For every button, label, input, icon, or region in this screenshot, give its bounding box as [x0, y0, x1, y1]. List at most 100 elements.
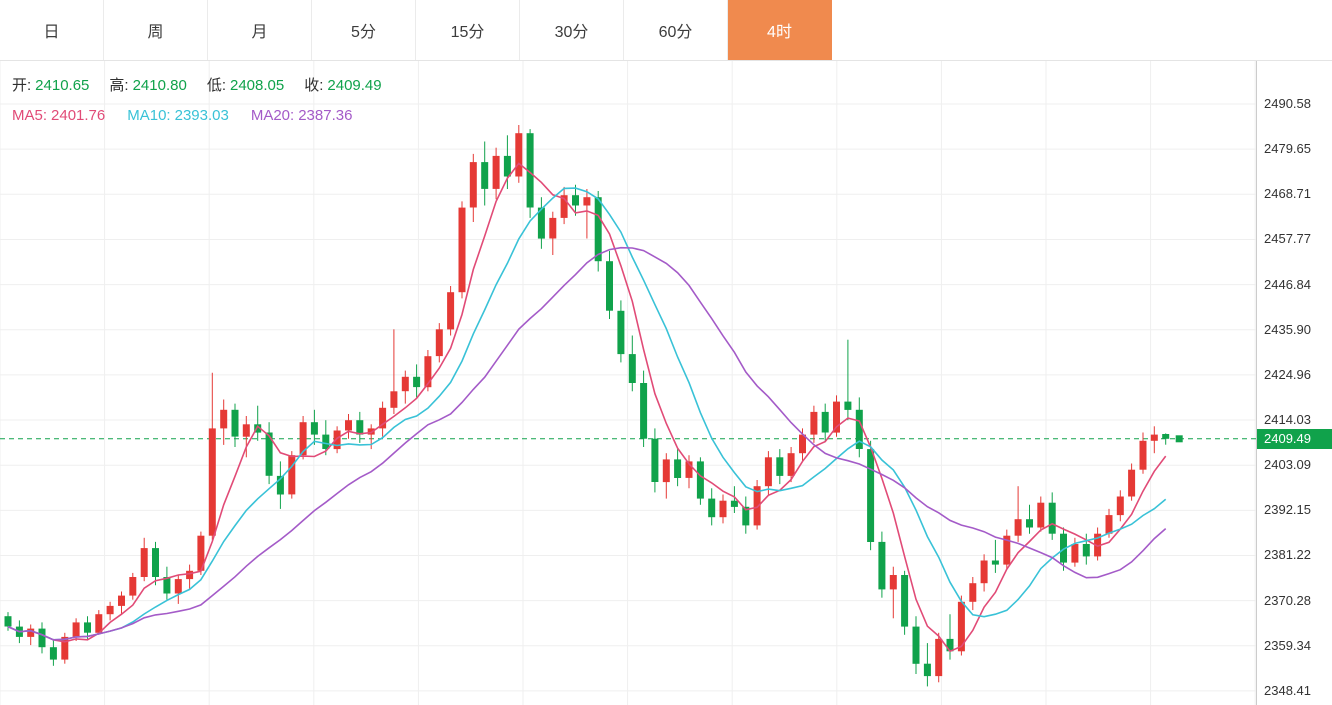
candle [1139, 440, 1147, 470]
candle [1026, 519, 1033, 528]
tab-日[interactable]: 日 [0, 0, 104, 60]
candle [537, 207, 545, 239]
candle [95, 614, 103, 633]
candle [254, 424, 262, 433]
candle [730, 500, 738, 507]
ma20-line [7, 246, 1167, 641]
y-axis-label: 2457.77 [1264, 231, 1311, 247]
candle [84, 622, 91, 633]
candle [458, 207, 466, 293]
ma5-line [7, 162, 1167, 653]
candle [322, 434, 330, 449]
y-axis-label: 2403.09 [1264, 457, 1311, 473]
y-axis-label: 2348.41 [1264, 682, 1311, 698]
candle [674, 459, 682, 478]
candle [38, 628, 46, 648]
candle [821, 411, 829, 433]
candle [469, 162, 477, 208]
y-axis: 2409.49 2490.58 2479.65 2468.71 2457.77 2446… [1256, 61, 1332, 705]
candle [776, 457, 784, 476]
candle [742, 506, 750, 526]
candle [276, 475, 284, 495]
candle [753, 486, 761, 526]
candle [833, 401, 840, 433]
candle [617, 310, 625, 355]
candle [72, 622, 80, 637]
candle [152, 548, 159, 577]
tab-60分[interactable]: 60分 [624, 0, 728, 60]
y-axis-label: 2490.58 [1264, 96, 1311, 112]
candle [220, 409, 228, 429]
candle [867, 449, 875, 542]
tab-30分[interactable]: 30分 [520, 0, 624, 60]
candle [606, 261, 613, 311]
candle [129, 577, 137, 596]
candle [288, 455, 296, 495]
candle [923, 663, 931, 677]
candle [447, 292, 455, 330]
candle [946, 638, 954, 652]
candle [764, 457, 772, 487]
tab-15分[interactable]: 15分 [416, 0, 520, 60]
candle [1150, 434, 1158, 441]
candle [549, 217, 557, 239]
candle [980, 560, 988, 584]
candle [367, 428, 375, 435]
last-price-marker [1175, 435, 1183, 443]
chart-area: 开: 2410.65 高: 2410.80 低: 2408.05 收: 2409.49 MA5… [0, 61, 1332, 705]
candle [935, 638, 943, 677]
y-axis-label: 2479.65 [1264, 141, 1311, 157]
tab-月[interactable]: 月 [208, 0, 312, 60]
candle [435, 329, 443, 357]
candle [27, 628, 35, 637]
candle [572, 195, 579, 206]
y-axis-label: 2381.22 [1264, 547, 1311, 563]
candle [878, 541, 886, 590]
candle [583, 197, 591, 206]
candle [560, 195, 568, 218]
tab-5分[interactable]: 5分 [312, 0, 416, 60]
candle [140, 548, 148, 577]
candle [889, 575, 897, 590]
candle [333, 430, 341, 450]
candle [265, 432, 273, 476]
candle [799, 434, 806, 454]
current-price-badge: 2409.49 [1257, 428, 1332, 449]
candle [310, 422, 318, 435]
candle [242, 424, 250, 437]
candle [186, 570, 194, 580]
candle [855, 409, 863, 449]
candle [640, 383, 648, 439]
candle [957, 601, 965, 652]
candle [106, 605, 114, 615]
candle [208, 428, 216, 536]
candle [163, 577, 171, 594]
y-axis-label: 2370.28 [1264, 592, 1311, 608]
candle [401, 376, 409, 392]
candlestick-plot[interactable] [0, 61, 1256, 705]
candle [413, 376, 421, 388]
candle [662, 459, 670, 483]
y-axis-label: 2446.84 [1264, 276, 1311, 292]
tab-4时[interactable]: 4时 [728, 0, 832, 60]
candle [1116, 496, 1124, 516]
y-axis-label: 2468.71 [1264, 186, 1311, 202]
y-axis-label: 2359.34 [1264, 637, 1311, 653]
candle [696, 461, 704, 499]
candle [424, 356, 432, 388]
y-axis-label: 2435.90 [1264, 321, 1311, 337]
y-axis-label: 2414.03 [1264, 412, 1311, 428]
tab-周[interactable]: 周 [104, 0, 208, 60]
candle [708, 498, 716, 518]
ma10-line [7, 187, 1167, 641]
candle [1162, 434, 1170, 439]
y-axis-label: 2424.96 [1264, 366, 1311, 382]
candle [4, 616, 12, 627]
candle [515, 133, 523, 177]
candle [651, 438, 659, 482]
candle [844, 401, 852, 410]
candle [1048, 502, 1056, 534]
candle [1071, 544, 1079, 563]
candle [49, 647, 57, 660]
candle [1094, 533, 1102, 557]
